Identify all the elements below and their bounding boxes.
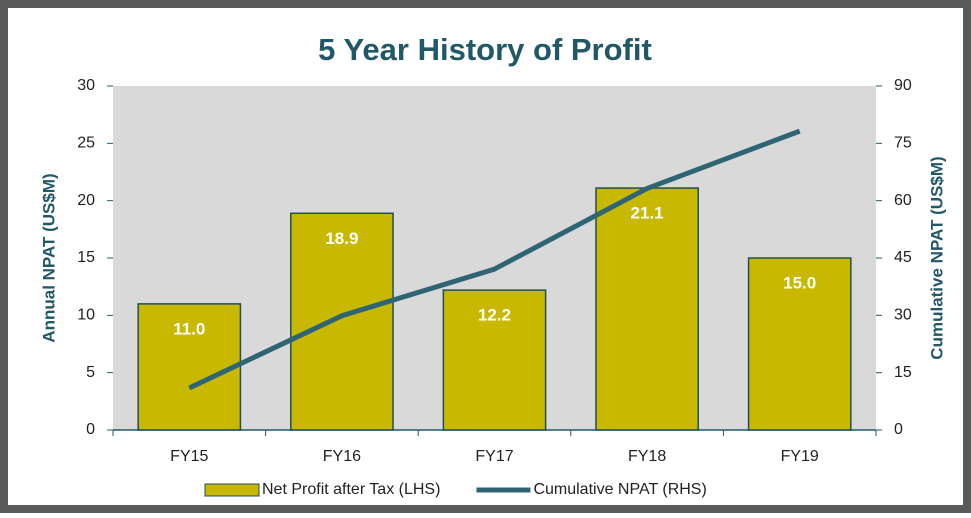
data-label: 15.0 xyxy=(783,273,816,292)
y2-tick-label: 15 xyxy=(894,364,912,381)
data-label: 11.0 xyxy=(173,319,205,338)
y-axis-label: Annual NPAT (US$M) xyxy=(39,173,58,342)
x-tick-label: FY18 xyxy=(628,448,666,465)
y2-tick-label: 90 xyxy=(894,77,912,94)
y2-tick-label: 75 xyxy=(894,135,912,152)
y2-tick-label: 0 xyxy=(894,421,903,438)
y2-tick-label: 60 xyxy=(894,192,912,209)
y-tick-label: 5 xyxy=(86,364,95,381)
x-tick-label: FY19 xyxy=(781,448,819,465)
y2-tick-label: 30 xyxy=(894,307,912,324)
y2-tick-label: 45 xyxy=(894,249,912,266)
legend-swatch xyxy=(204,483,260,497)
bar xyxy=(747,257,852,431)
y2-axis-label: Cumulative NPAT (US$M) xyxy=(927,156,946,359)
y-tick-label: 10 xyxy=(77,307,95,324)
data-label: 18.9 xyxy=(325,229,358,248)
x-tick-label: FY15 xyxy=(170,448,208,465)
y-tick-label: 0 xyxy=(86,421,95,438)
y-tick-label: 30 xyxy=(77,77,95,94)
legend-label: Cumulative NPAT (RHS) xyxy=(533,481,706,498)
line xyxy=(188,128,801,391)
bar xyxy=(595,187,699,431)
bar xyxy=(137,303,242,431)
y-tick-label: 20 xyxy=(77,192,95,209)
bar xyxy=(290,212,394,431)
data-label: 21.1 xyxy=(631,204,664,223)
bar xyxy=(442,289,547,431)
y-tick-label: 15 xyxy=(77,249,95,266)
y-tick-label: 25 xyxy=(77,135,95,152)
x-tick-label: FY16 xyxy=(323,448,361,465)
chart-title: 5 Year History of Profit xyxy=(318,32,652,67)
x-tick-label: FY17 xyxy=(475,448,513,465)
legend-label: Net Profit after Tax (LHS) xyxy=(262,481,440,498)
data-label: 12.2 xyxy=(478,306,511,325)
